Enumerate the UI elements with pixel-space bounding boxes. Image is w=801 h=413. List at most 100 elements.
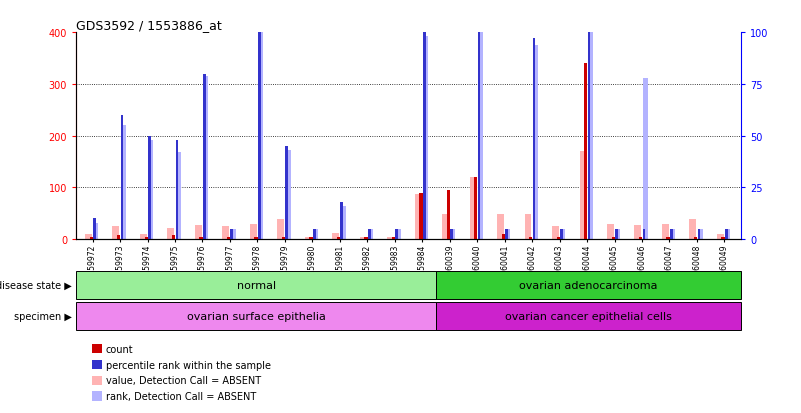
- Text: rank, Detection Call = ABSENT: rank, Detection Call = ABSENT: [106, 391, 256, 401]
- Bar: [643, 78, 648, 240]
- Bar: [176, 153, 181, 240]
- Bar: [277, 220, 284, 240]
- Bar: [203, 76, 208, 240]
- Text: normal: normal: [236, 280, 276, 290]
- Bar: [250, 224, 257, 240]
- Bar: [419, 193, 422, 240]
- Bar: [140, 235, 147, 240]
- Bar: [148, 136, 151, 240]
- Bar: [725, 229, 728, 240]
- Bar: [286, 151, 291, 240]
- Bar: [497, 215, 504, 240]
- Bar: [285, 147, 288, 240]
- Bar: [588, 0, 593, 240]
- Text: count: count: [106, 344, 133, 354]
- Bar: [396, 229, 400, 240]
- Bar: [557, 237, 560, 240]
- Bar: [360, 237, 367, 240]
- Bar: [611, 237, 615, 240]
- Bar: [698, 229, 700, 240]
- Text: ovarian surface epithelia: ovarian surface epithelia: [187, 311, 325, 321]
- Bar: [392, 237, 395, 240]
- Bar: [121, 126, 126, 240]
- Bar: [615, 229, 620, 240]
- Bar: [227, 237, 230, 240]
- Text: value, Detection Call = ABSENT: value, Detection Call = ABSENT: [106, 375, 261, 385]
- Text: ovarian adenocarcinoma: ovarian adenocarcinoma: [519, 280, 658, 290]
- Bar: [639, 237, 642, 240]
- Bar: [255, 237, 258, 240]
- Bar: [615, 229, 618, 240]
- Bar: [529, 237, 533, 240]
- Bar: [76, 302, 437, 330]
- Text: disease state ▶: disease state ▶: [0, 280, 72, 290]
- Bar: [447, 190, 450, 240]
- Text: specimen ▶: specimen ▶: [14, 311, 72, 321]
- Bar: [340, 206, 345, 240]
- Bar: [112, 227, 119, 240]
- Bar: [552, 227, 559, 240]
- Bar: [662, 224, 669, 240]
- Bar: [231, 229, 235, 240]
- Bar: [437, 271, 741, 299]
- Bar: [282, 237, 285, 240]
- Bar: [203, 74, 206, 240]
- Bar: [313, 229, 318, 240]
- Bar: [415, 194, 421, 240]
- Bar: [93, 219, 96, 240]
- Bar: [670, 229, 675, 240]
- Bar: [525, 215, 531, 240]
- Bar: [223, 227, 229, 240]
- Bar: [368, 229, 373, 240]
- Bar: [199, 237, 203, 240]
- Bar: [666, 237, 670, 240]
- Bar: [90, 237, 93, 240]
- Bar: [309, 237, 312, 240]
- Bar: [584, 64, 587, 240]
- Bar: [305, 237, 312, 240]
- Bar: [607, 224, 614, 240]
- Bar: [501, 235, 505, 240]
- Bar: [717, 235, 724, 240]
- Bar: [172, 235, 175, 240]
- Bar: [396, 229, 398, 240]
- Text: percentile rank within the sample: percentile rank within the sample: [106, 360, 271, 370]
- Bar: [478, 0, 483, 240]
- Bar: [423, 37, 428, 240]
- Bar: [231, 229, 233, 240]
- Bar: [450, 229, 456, 240]
- Bar: [533, 45, 538, 240]
- Bar: [588, 0, 590, 240]
- Bar: [85, 235, 92, 240]
- Bar: [332, 233, 339, 240]
- Bar: [144, 237, 148, 240]
- Bar: [642, 229, 646, 240]
- Bar: [561, 229, 566, 240]
- Text: GDS3592 / 1553886_at: GDS3592 / 1553886_at: [76, 19, 222, 32]
- Bar: [387, 237, 394, 240]
- Bar: [148, 140, 153, 240]
- Bar: [505, 229, 510, 240]
- Bar: [477, 0, 481, 240]
- Bar: [450, 229, 453, 240]
- Bar: [725, 229, 731, 240]
- Bar: [690, 220, 696, 240]
- Bar: [175, 140, 179, 240]
- Bar: [474, 178, 477, 240]
- Bar: [694, 237, 697, 240]
- Bar: [258, 12, 260, 240]
- Bar: [313, 229, 316, 240]
- Bar: [364, 237, 368, 240]
- Bar: [94, 223, 99, 240]
- Bar: [670, 229, 673, 240]
- Bar: [117, 235, 120, 240]
- Text: ovarian cancer epithelial cells: ovarian cancer epithelial cells: [505, 311, 672, 321]
- Bar: [423, 33, 425, 240]
- Bar: [340, 202, 343, 240]
- Bar: [722, 237, 725, 240]
- Bar: [336, 237, 340, 240]
- Bar: [505, 229, 508, 240]
- Bar: [437, 302, 741, 330]
- Bar: [634, 225, 642, 240]
- Bar: [442, 215, 449, 240]
